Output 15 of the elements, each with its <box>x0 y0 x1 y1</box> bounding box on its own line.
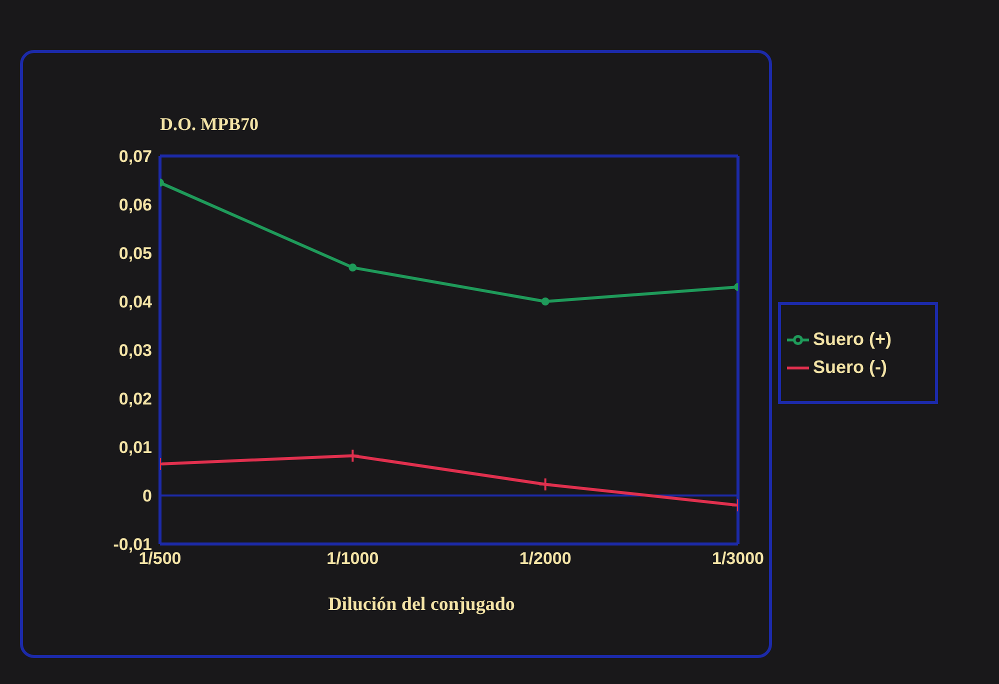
y-axis-title: D.O. MPB70 <box>160 114 258 135</box>
y-tick-label: 0,04 <box>118 292 153 312</box>
y-tick-label: 0,06 <box>118 196 152 215</box>
y-tick-label: 0,03 <box>118 341 152 360</box>
legend-label: Suero (-) <box>813 357 887 377</box>
y-tick-label: 0,02 <box>118 390 152 409</box>
y-tick-label: 0 <box>142 486 152 506</box>
x-tick-label: 1/3000 <box>712 549 764 568</box>
x-tick-label: 1/1000 <box>326 549 379 568</box>
x-axis-title: Dilución del conjugado <box>327 594 516 616</box>
y-tick-label: 0,01 <box>118 438 152 458</box>
legend-label: Suero (+) <box>813 329 892 349</box>
y-tick-label: 0,05 <box>118 244 152 264</box>
y-tick-label: 0,07 <box>118 147 152 166</box>
x-tick-label: 1/2000 <box>519 549 572 568</box>
